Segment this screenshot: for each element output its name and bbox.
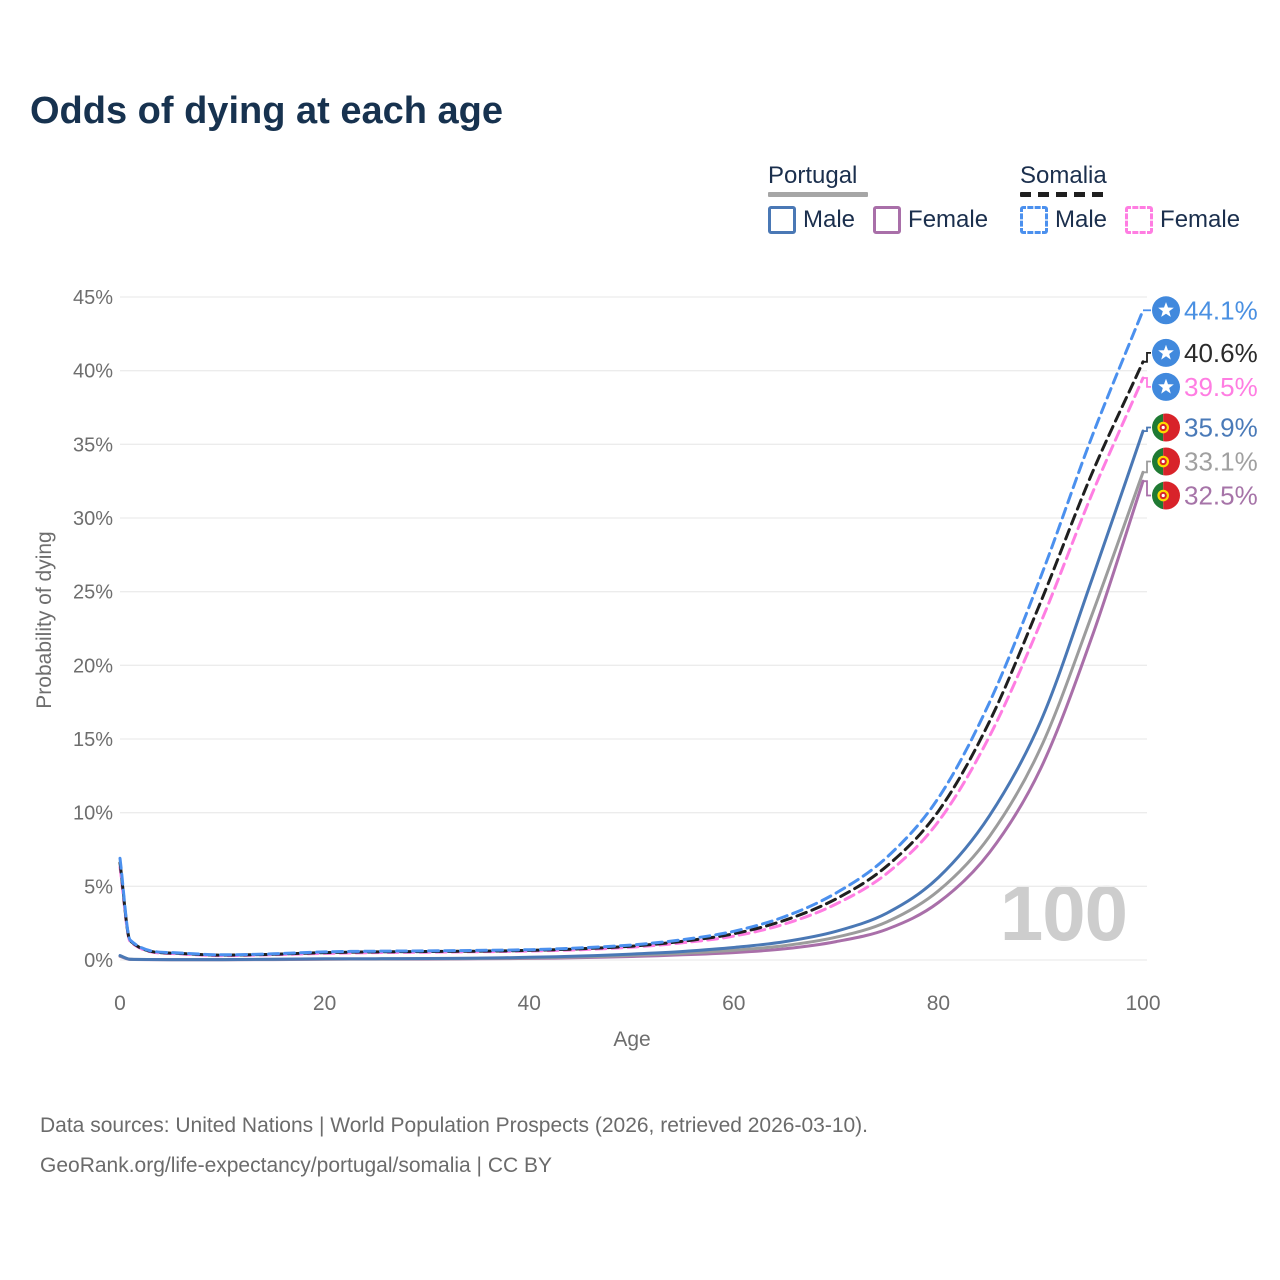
- portugal-flag-icon: [1152, 481, 1180, 510]
- somalia-male-swatch-icon: [1020, 206, 1048, 234]
- y-tick-label: 40%: [73, 361, 113, 383]
- portugal-male-swatch-icon: [768, 206, 796, 234]
- x-tick-label: 100: [1125, 992, 1160, 1015]
- legend-item-label: Male: [803, 206, 856, 233]
- legend-item-portugal-male[interactable]: Male: [768, 206, 855, 234]
- x-tick-label: 80: [927, 992, 950, 1015]
- x-axis-title: Age: [613, 1028, 651, 1051]
- footer-attribution-line: GeoRank.org/life-expectancy/portugal/som…: [40, 1154, 553, 1177]
- end-label-connector: [1143, 480, 1151, 497]
- legend-item-label: Female: [1160, 206, 1241, 233]
- page-title: Odds of dying at each age: [30, 90, 503, 132]
- portugal-shield-center: [1161, 459, 1165, 464]
- end-label-somalia-male: 44.1%: [1184, 295, 1258, 325]
- somalia-star: [1158, 302, 1174, 317]
- legend-country-label: Somalia: [1020, 162, 1107, 189]
- legend-item-label: Male: [1055, 206, 1108, 233]
- y-tick-label: 35%: [73, 434, 113, 456]
- end-label-portugal-total: 33.1%: [1184, 447, 1258, 477]
- portugal-shield-center: [1161, 425, 1165, 430]
- portugal-red-field: [1163, 447, 1180, 476]
- legend-items-somalia: Male Female: [1020, 206, 1258, 234]
- legend-header-portugal: Portugal: [768, 162, 868, 197]
- legend-item-somalia-male[interactable]: Male: [1020, 206, 1107, 234]
- somalia-flag-icon: [1152, 296, 1180, 325]
- somalia-flag-icon: [1152, 338, 1180, 367]
- somalia-flag-icon: [1152, 372, 1180, 401]
- y-tick-label: 30%: [73, 508, 113, 530]
- legend-header-somalia: Somalia: [1020, 162, 1110, 197]
- y-tick-label: 0%: [84, 950, 113, 972]
- y-tick-label: 5%: [84, 876, 113, 898]
- legend-country-label: Portugal: [768, 162, 858, 189]
- end-label-connector: [1143, 426, 1151, 432]
- legend-item-portugal-female[interactable]: Female: [873, 206, 988, 234]
- end-label-somalia-female: 39.5%: [1184, 372, 1258, 402]
- portugal-shield-center: [1161, 493, 1165, 498]
- y-tick-label: 15%: [73, 729, 113, 751]
- age-100-watermark: 100: [999, 869, 1128, 957]
- portugal-flag-fields: [1152, 481, 1180, 510]
- legend-item-somalia-female[interactable]: Female: [1125, 206, 1240, 234]
- y-tick-label: 45%: [73, 287, 113, 309]
- footer-sources-line: Data sources: United Nations | World Pop…: [40, 1114, 869, 1137]
- legend-group-somalia: Somalia Male Female: [1020, 162, 1258, 234]
- end-label-portugal-female: 32.5%: [1184, 481, 1258, 511]
- end-label-connector: [1143, 377, 1151, 388]
- end-label-connector: [1143, 460, 1151, 474]
- x-tick-label: 60: [722, 992, 745, 1015]
- y-tick-label: 20%: [73, 655, 113, 677]
- series-line-somalia-total: [118, 360, 1145, 957]
- portugal-flag-fields: [1152, 447, 1180, 476]
- series-line-somalia-male: [118, 308, 1145, 957]
- y-tick-label: 25%: [73, 582, 113, 604]
- legend-items-portugal: Male Female: [768, 206, 1006, 234]
- series-line-somalia-female: [118, 376, 1145, 958]
- x-tick-label: 0: [114, 992, 126, 1015]
- portugal-female-swatch-icon: [873, 206, 902, 234]
- end-label-portugal-male: 35.9%: [1184, 413, 1258, 443]
- portugal-total-line-swatch: [768, 192, 868, 197]
- end-label-connector: [1143, 352, 1151, 363]
- data-sources-footer: Data sources: United Nations | World Pop…: [40, 1106, 868, 1186]
- somalia-star: [1158, 378, 1174, 394]
- series-line-portugal-male: [118, 429, 1145, 962]
- portugal-red-field: [1163, 413, 1180, 442]
- legend-group-portugal: Portugal Male Female: [768, 162, 1006, 234]
- end-label-somalia-total: 40.6%: [1184, 338, 1258, 368]
- portugal-red-field: [1163, 481, 1180, 510]
- somalia-total-line-swatch: [1020, 192, 1110, 197]
- somalia-female-swatch-icon: [1125, 206, 1154, 234]
- x-tick-label: 20: [313, 992, 336, 1015]
- x-tick-label: 40: [518, 992, 541, 1015]
- portugal-flag-fields: [1152, 413, 1180, 442]
- y-tick-label: 10%: [73, 803, 113, 825]
- portugal-flag-icon: [1152, 447, 1180, 476]
- legend-item-label: Female: [908, 206, 989, 233]
- somalia-star: [1158, 344, 1174, 360]
- portugal-flag-icon: [1152, 413, 1180, 442]
